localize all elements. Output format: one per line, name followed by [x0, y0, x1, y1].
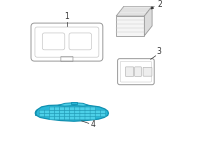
Text: 2: 2 [157, 0, 162, 9]
FancyBboxPatch shape [80, 110, 85, 113]
Polygon shape [58, 103, 89, 106]
FancyBboxPatch shape [80, 113, 85, 117]
FancyBboxPatch shape [80, 117, 85, 120]
FancyBboxPatch shape [60, 117, 65, 120]
FancyBboxPatch shape [54, 107, 60, 110]
FancyBboxPatch shape [143, 67, 152, 76]
FancyBboxPatch shape [54, 117, 60, 120]
FancyBboxPatch shape [75, 107, 80, 110]
FancyBboxPatch shape [90, 117, 95, 120]
Text: 4: 4 [90, 120, 95, 128]
Polygon shape [144, 6, 152, 36]
FancyBboxPatch shape [135, 67, 141, 76]
FancyBboxPatch shape [39, 113, 45, 117]
FancyBboxPatch shape [95, 113, 101, 117]
Text: 3: 3 [156, 47, 161, 56]
FancyBboxPatch shape [49, 107, 55, 110]
FancyBboxPatch shape [44, 113, 50, 117]
Text: 1: 1 [65, 12, 69, 21]
FancyBboxPatch shape [60, 113, 65, 117]
FancyBboxPatch shape [85, 113, 90, 117]
FancyBboxPatch shape [125, 67, 134, 76]
FancyBboxPatch shape [49, 117, 55, 120]
Polygon shape [71, 102, 77, 104]
FancyBboxPatch shape [70, 117, 75, 120]
FancyBboxPatch shape [70, 113, 75, 117]
Polygon shape [36, 105, 108, 121]
FancyBboxPatch shape [44, 110, 50, 113]
FancyBboxPatch shape [85, 117, 90, 120]
FancyBboxPatch shape [100, 110, 106, 113]
FancyBboxPatch shape [70, 110, 75, 113]
FancyBboxPatch shape [65, 110, 70, 113]
FancyBboxPatch shape [65, 107, 70, 110]
FancyBboxPatch shape [54, 110, 60, 113]
FancyBboxPatch shape [116, 16, 144, 36]
FancyBboxPatch shape [49, 110, 55, 113]
FancyBboxPatch shape [70, 107, 75, 110]
FancyBboxPatch shape [85, 107, 90, 110]
FancyBboxPatch shape [54, 113, 60, 117]
FancyBboxPatch shape [80, 107, 85, 110]
FancyBboxPatch shape [90, 113, 95, 117]
FancyBboxPatch shape [49, 113, 55, 117]
FancyBboxPatch shape [39, 110, 45, 113]
FancyBboxPatch shape [75, 110, 80, 113]
FancyBboxPatch shape [85, 110, 90, 113]
FancyBboxPatch shape [75, 113, 80, 117]
FancyBboxPatch shape [75, 117, 80, 120]
FancyBboxPatch shape [65, 113, 70, 117]
FancyBboxPatch shape [90, 107, 95, 110]
Polygon shape [35, 110, 37, 116]
Polygon shape [116, 6, 152, 16]
FancyBboxPatch shape [90, 110, 95, 113]
FancyBboxPatch shape [95, 110, 101, 113]
FancyBboxPatch shape [60, 110, 65, 113]
FancyBboxPatch shape [65, 117, 70, 120]
FancyBboxPatch shape [60, 107, 65, 110]
FancyBboxPatch shape [100, 113, 106, 117]
